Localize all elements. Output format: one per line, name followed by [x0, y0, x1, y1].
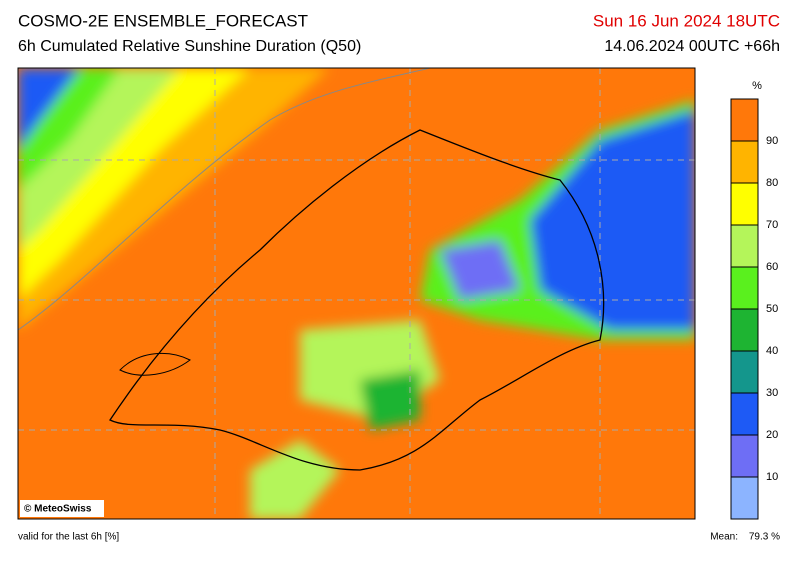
- valid-time: Sun 16 Jun 2024 18UTC: [593, 11, 780, 30]
- run-time: 14.06.2024 00UTC +66h: [604, 38, 780, 55]
- colorbar-segment: [731, 309, 758, 351]
- colorbar-segment: [731, 99, 758, 141]
- title: COSMO-2E ENSEMBLE_FORECAST: [18, 11, 308, 30]
- colorbar-tick-label: 30: [766, 387, 778, 399]
- colorbar-unit: %: [752, 80, 762, 92]
- credit-box: [20, 500, 104, 517]
- colorbar-segment: [731, 141, 758, 183]
- map-frame: [17, 67, 696, 520]
- colorbar-tick-label: 70: [766, 219, 778, 231]
- colorbar-tick-label: 90: [766, 135, 778, 147]
- colorbar-tick-label: 10: [766, 471, 778, 483]
- map: [18, 68, 695, 519]
- colorbar-tick-label: 60: [766, 261, 778, 273]
- colorbar-segment: [731, 267, 758, 309]
- subtitle: 6h Cumulated Relative Sunshine Duration …: [18, 38, 361, 55]
- colorbar-tick-label: 40: [766, 345, 778, 357]
- colorbar-tick-label: 50: [766, 303, 778, 315]
- footer-note: valid for the last 6h [%]: [18, 532, 119, 543]
- colorbar-tick-label: 20: [766, 429, 778, 441]
- colorbar-tick-label: 80: [766, 177, 778, 189]
- mean-label: Mean:: [710, 532, 738, 543]
- colorbar-segment: [731, 225, 758, 267]
- colorbar: 10 20 30 40 50 60 70 80 90: [730, 98, 778, 520]
- mean-value: 79.3 %: [749, 532, 780, 543]
- colorbar-segment: [731, 477, 758, 519]
- colorbar-segment: [731, 435, 758, 477]
- colorbar-segment: [731, 393, 758, 435]
- credit: © MeteoSwiss: [24, 504, 92, 515]
- colorbar-segment: [731, 183, 758, 225]
- colorbar-segment: [731, 351, 758, 393]
